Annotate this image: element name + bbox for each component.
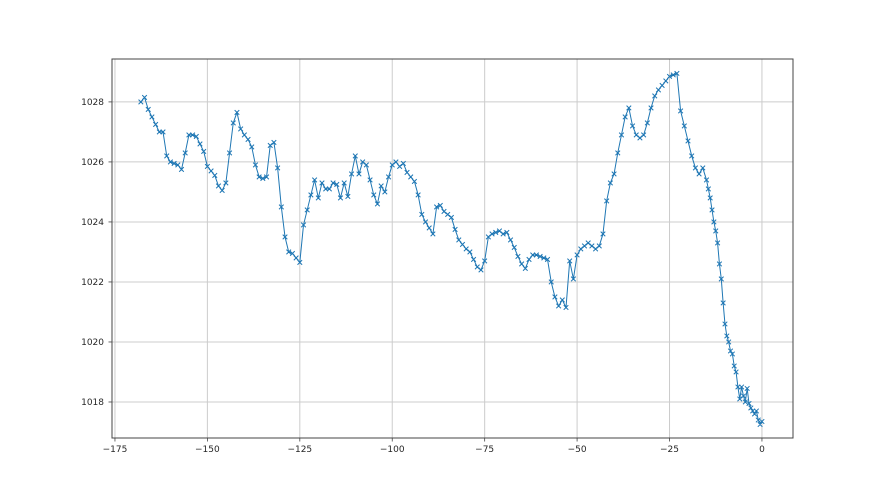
x-tick-label: 0: [759, 445, 765, 455]
x-tick-label: −25: [660, 445, 679, 455]
y-tick-label: 1024: [81, 218, 104, 228]
y-tick-label: 1022: [81, 278, 104, 288]
y-tick-label: 1026: [81, 158, 104, 168]
data-line: [140, 72, 763, 425]
y-tick-label: 1020: [81, 338, 104, 348]
y-tick-label: 1028: [81, 98, 104, 108]
data-markers: [138, 70, 765, 428]
y-tick-label: 1018: [81, 398, 104, 408]
x-tick-label: −175: [103, 445, 128, 455]
x-tick-label: −75: [475, 445, 494, 455]
plot-border: [111, 58, 794, 439]
x-tick-label: −125: [287, 445, 312, 455]
x-tick-label: −100: [380, 445, 405, 455]
x-tick-label: −150: [195, 445, 220, 455]
x-tick-label: −50: [568, 445, 587, 455]
